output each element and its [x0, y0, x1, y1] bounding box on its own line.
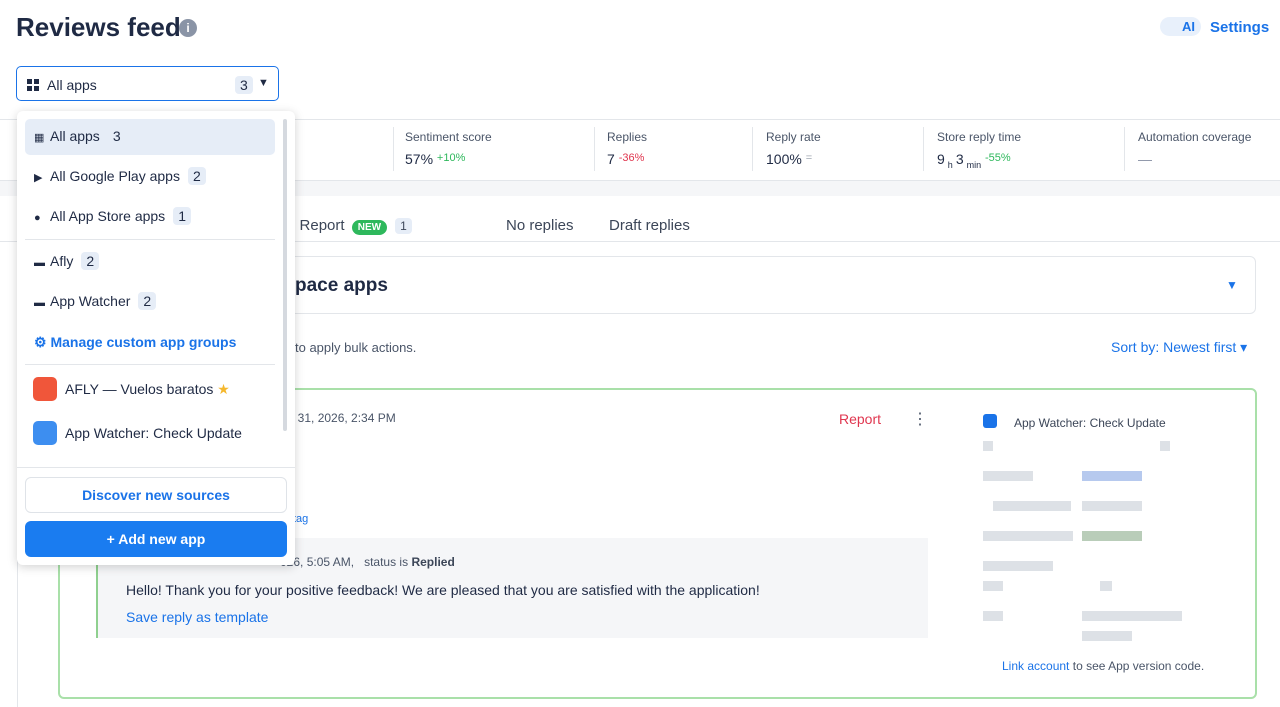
watcher-icon: [33, 421, 57, 445]
scrollbar: [283, 119, 287, 431]
app-text: AFLY — Vuelos baratos: [65, 381, 214, 397]
link-rest: to see App version code.: [1072, 659, 1205, 673]
tabs-line: [0, 241, 1280, 242]
stat-unit: h: [947, 159, 953, 170]
link-row: Link account to see App version code.: [983, 659, 1204, 673]
stat-value-row: 9 h 3 min -55%: [937, 151, 1011, 170]
stat-label: Automation coverage: [1138, 130, 1252, 144]
settings-link[interactable]: Settings: [1210, 19, 1270, 36]
bulk-text: to apply bulk actions.: [295, 340, 417, 355]
status-value: Replied: [411, 555, 455, 569]
dropdown-item[interactable]: ▬ Afly 2: [34, 252, 100, 270]
stat-value-row: 7 -36%: [607, 151, 644, 167]
item-label: All Google Play apps: [50, 168, 180, 184]
stat-value: 3: [955, 151, 964, 167]
dropdown-item[interactable]: ▶ All Google Play apps 2: [34, 167, 206, 185]
item-label: Afly: [50, 253, 74, 269]
tag[interactable]: tag: [293, 513, 309, 525]
dropdown-item[interactable]: ▦ All apps 3: [34, 127, 126, 145]
info-icon[interactable]: i: [179, 19, 197, 37]
app-item[interactable]: AFLY — Vuelos baratos ★: [65, 381, 230, 398]
add-text: Add new app: [118, 531, 206, 547]
new-badge: NEW: [351, 220, 388, 235]
selector-label: All apps: [27, 77, 97, 93]
stat-delta: -55%: [985, 152, 1011, 164]
selector-count: 3: [235, 76, 253, 94]
item-count: 2: [81, 252, 100, 270]
app-item[interactable]: App Watcher: Check Update: [65, 425, 242, 441]
stat-label: Store reply time: [937, 130, 1022, 144]
group-title: pace apps: [295, 275, 388, 296]
review-date: ul 31, 2026, 2:34 PM: [285, 411, 396, 425]
discover-text: Discover new sources: [82, 487, 230, 503]
selector-text: All apps: [47, 77, 97, 93]
manage-text: Manage custom app groups: [50, 334, 237, 350]
discover-btn[interactable]: Discover new sources: [25, 477, 287, 513]
reply-date: 026, 5:05 AM,: [280, 555, 355, 569]
report-btn[interactable]: Report: [839, 411, 882, 427]
stat-value: 9: [937, 151, 945, 167]
item-label: App Watcher: [50, 293, 131, 309]
manage-groups[interactable]: ⚙ Manage custom app groups: [34, 334, 237, 350]
stat-separator: [752, 127, 753, 171]
divider: [17, 467, 295, 468]
link-account[interactable]: Link account: [1002, 659, 1070, 673]
afly-icon: [33, 377, 57, 401]
item-count: 2: [187, 167, 206, 185]
stat-separator: [594, 127, 595, 171]
kebab[interactable]: ⋮: [912, 411, 928, 428]
stat-delta: =: [805, 152, 813, 164]
reply-text: Hello! Thank you for your positive feedb…: [126, 582, 760, 598]
divider: [25, 239, 275, 240]
title: Reviews feed: [16, 12, 181, 42]
divider: [25, 364, 275, 365]
stat-separator: [923, 127, 924, 171]
stat-delta: +10%: [436, 152, 466, 164]
stat-label: Replies: [607, 130, 648, 144]
dropdown: [17, 111, 295, 565]
stat-value-row: —: [1138, 151, 1152, 167]
selector-arrow: ▼: [258, 77, 269, 89]
stat-separator: [1124, 127, 1125, 171]
stat-value: 100%: [766, 151, 802, 167]
tab-noreplies[interactable]: No replies: [506, 217, 574, 234]
tab-count: 1: [395, 218, 412, 234]
item-label: All apps: [50, 128, 100, 144]
item-label: All App Store apps: [50, 208, 166, 224]
dropdown-item[interactable]: ● All App Store apps 1: [34, 207, 191, 225]
sort-text: Sort by: Newest first: [1111, 339, 1237, 355]
dropdown-item[interactable]: ▬ App Watcher 2: [34, 292, 157, 310]
stat-value-row: 100% =: [766, 151, 812, 167]
band: [0, 181, 1280, 196]
stat-value: 57%: [405, 151, 434, 167]
app-icon: [983, 414, 997, 428]
reply-meta: 026, 5:05 AM, status is Replied: [280, 555, 455, 569]
stat-separator: [393, 127, 394, 171]
selected-row: [25, 119, 275, 155]
sort[interactable]: Sort by: Newest first ▾: [1111, 339, 1248, 355]
save-template[interactable]: Save reply as template: [126, 609, 269, 625]
status: status is: [364, 555, 409, 569]
tab-drafts[interactable]: Draft replies: [609, 217, 690, 234]
add-app-btn[interactable]: + Add new app: [25, 521, 287, 557]
item-count: 3: [107, 127, 126, 145]
stat-label: Reply rate: [766, 130, 821, 144]
stat-delta: -36%: [618, 152, 645, 164]
chevron: ▼: [1226, 278, 1238, 292]
app-name: App Watcher: Check Update: [1014, 416, 1166, 430]
stat-value: 7: [607, 151, 615, 167]
item-count: 1: [173, 207, 191, 225]
item-count: 2: [138, 292, 157, 310]
stat-unit: min: [966, 159, 982, 170]
stat-value-row: 57% +10%: [405, 151, 465, 167]
ai-text: AI: [1182, 19, 1195, 34]
stat-value: —: [1138, 151, 1152, 167]
star: ★: [217, 381, 230, 397]
stats-bar: [0, 119, 1280, 181]
ai-badge[interactable]: AI: [1160, 17, 1201, 36]
stat-label: Sentiment score: [405, 130, 492, 144]
